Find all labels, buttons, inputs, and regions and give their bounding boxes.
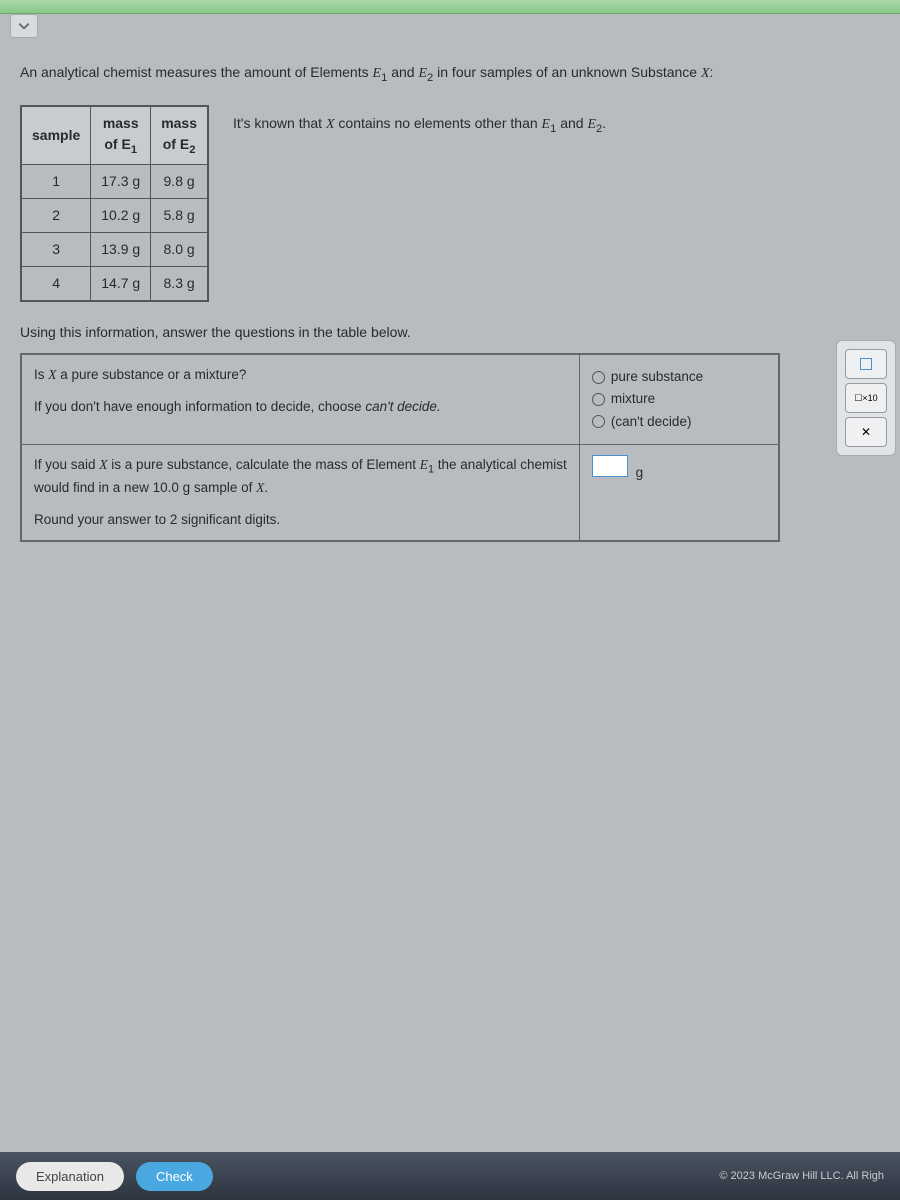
- question-1-text: Is X a pure substance or a mixture? If y…: [21, 354, 579, 444]
- tool-palette: ☐×10 ✕: [836, 340, 896, 456]
- radio-label: pure substance: [611, 367, 703, 387]
- table-row: 210.2 g5.8 g: [21, 199, 208, 233]
- table-row: 117.3 g9.8 g: [21, 165, 208, 199]
- question-table: Is X a pure substance or a mixture? If y…: [20, 353, 780, 542]
- x-icon: ✕: [861, 425, 871, 439]
- context-text: It's known that X contains no elements o…: [233, 105, 606, 138]
- mass-input[interactable]: [592, 455, 628, 477]
- header-mass-e1: mass of E1: [91, 106, 151, 165]
- intro-text: An analytical chemist measures the amoun…: [20, 62, 880, 87]
- question-1-answers: pure substance mixture (can't decide): [579, 354, 779, 444]
- radio-label: (can't decide): [611, 412, 692, 432]
- tool-reset-button[interactable]: ✕: [845, 417, 887, 447]
- chevron-down-icon: [18, 20, 30, 32]
- collapse-button[interactable]: [10, 14, 38, 38]
- radio-icon: [592, 393, 605, 406]
- header-mass-e2: mass of E2: [151, 106, 208, 165]
- tool-x10-button[interactable]: ☐×10: [845, 383, 887, 413]
- explanation-button[interactable]: Explanation: [16, 1162, 124, 1191]
- table-row: 414.7 g8.3 g: [21, 267, 208, 302]
- check-button[interactable]: Check: [136, 1162, 213, 1191]
- instruction-text: Using this information, answer the quest…: [20, 322, 880, 343]
- radio-cant-decide[interactable]: (can't decide): [592, 412, 766, 432]
- footer-bar: Explanation Check © 2023 McGraw Hill LLC…: [0, 1152, 900, 1200]
- radio-icon: [592, 415, 605, 428]
- tool-insert-box[interactable]: [845, 349, 887, 379]
- unit-label: g: [636, 465, 644, 480]
- copyright-text: © 2023 McGraw Hill LLC. All Righ: [719, 1170, 884, 1182]
- progress-bar: [0, 0, 900, 14]
- table-row: 313.9 g8.0 g: [21, 233, 208, 267]
- radio-icon: [592, 371, 605, 384]
- radio-mixture[interactable]: mixture: [592, 389, 766, 409]
- header-sample: sample: [21, 106, 91, 165]
- question-2-text: If you said X is a pure substance, calcu…: [21, 444, 579, 541]
- tool-label: ×10: [862, 393, 877, 403]
- question-content: An analytical chemist measures the amoun…: [0, 14, 900, 562]
- data-table: sample mass of E1 mass of E2 117.3 g9.8 …: [20, 105, 209, 303]
- question-2-answer: g: [579, 444, 779, 541]
- radio-pure-substance[interactable]: pure substance: [592, 367, 766, 387]
- radio-label: mixture: [611, 389, 655, 409]
